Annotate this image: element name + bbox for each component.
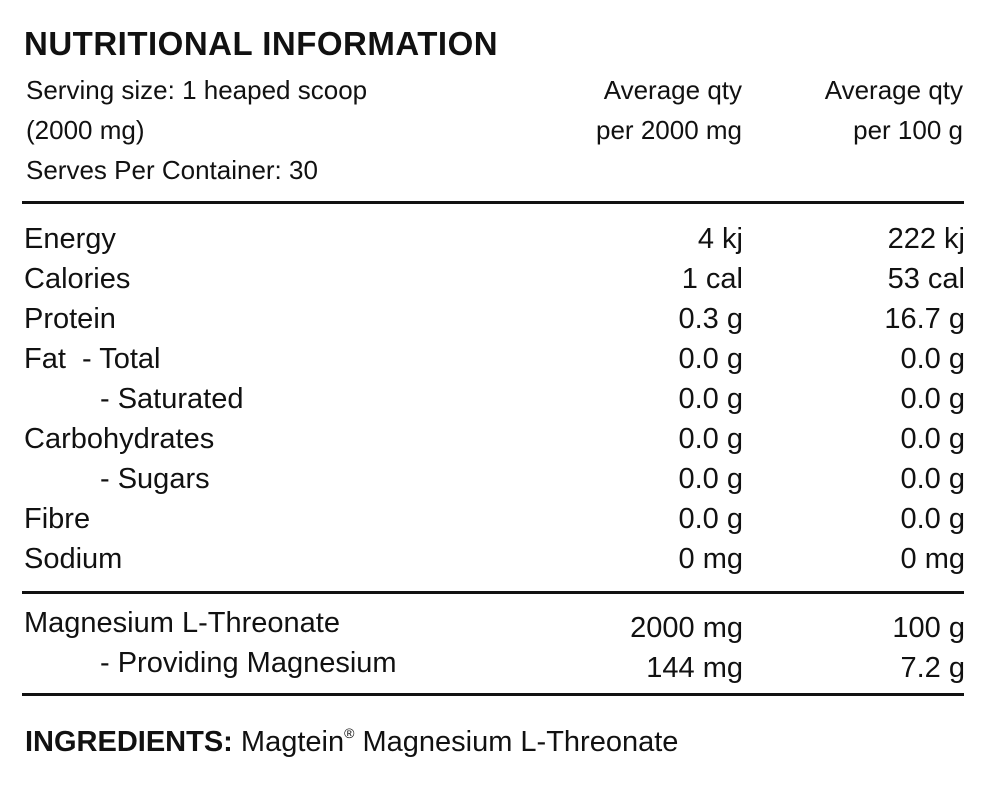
per-serving-value: 2000 mg [630,612,743,644]
table-row: - Sugars 0.0 g 0.0 g [24,459,965,499]
table-row: - Saturated 0.0 g 0.0 g [24,379,965,419]
nutrient-label: Protein [24,303,116,335]
per-100g-value: 0.0 g [900,383,966,415]
table-row: Magnesium L-Threonate 2000 mg 100 g [24,603,965,644]
active-sublabel: - Providing Magnesium [100,647,397,679]
column-header-line: Average qty [824,75,963,105]
divider [22,693,964,696]
column-header-line: per 2000 mg [596,115,742,145]
per-serving-value: 0.0 g [678,503,744,535]
table-row: Calories 1 cal 53 cal [24,259,965,299]
nutrient-label: Fat - Total [24,343,161,375]
nutrient-label: Fibre [24,503,91,535]
column-header-line: Average qty [603,75,742,105]
panel-title: NUTRITIONAL INFORMATION [24,25,499,62]
per-100g-value: 16.7 g [884,303,965,335]
nutrient-sublabel: - Sugars [100,463,210,495]
registered-trademark: ® [344,725,355,741]
per-100g-value: 0.0 g [900,423,966,455]
per-100g-value: 7.2 g [900,652,966,684]
column-header-per-100g: Average qty per 100 g [825,70,963,150]
per-serving-value: 0.0 g [678,343,744,375]
divider [22,201,964,204]
nutrient-sublabel: - Saturated [100,383,244,415]
per-serving-value: 0.3 g [678,303,744,335]
column-header-per-serving: Average qty per 2000 mg [596,70,742,150]
per-serving-value: 0.0 g [678,383,744,415]
per-serving-value: 1 cal [681,263,743,295]
nutrient-label: Energy [24,223,116,255]
per-100g-value: 0.0 g [900,343,966,375]
ingredients-line: INGREDIENTS: Magtein® Magnesium L-Threon… [25,713,678,762]
per-serving-value: 0.0 g [678,423,744,455]
table-row: - Providing Magnesium 144 mg 7.2 g [24,643,965,684]
table-row: Energy 4 kj 222 kj [24,219,965,259]
per-100g-value: 0.0 g [900,503,966,535]
per-serving-value: 4 kj [697,223,743,255]
actives-table: Magnesium L-Threonate 2000 mg 100 g - Pr… [24,603,965,684]
per-100g-value: 0.0 g [900,463,966,495]
table-row: Carbohydrates 0.0 g 0.0 g [24,419,965,459]
ingredient-brand: Magtein [240,726,345,758]
nutrient-table: Energy 4 kj 222 kj Calories 1 cal 53 cal… [24,219,965,579]
per-100g-value: 0 mg [900,543,965,575]
serving-size: Serving size: 1 heaped scoop [26,75,368,105]
ingredients-heading: INGREDIENTS: [25,726,233,758]
serves-per-container: Serves Per Container: 30 [26,155,318,185]
table-row: Fat - Total 0.0 g 0.0 g [24,339,965,379]
divider [22,591,964,594]
column-header-line: per 100 g [853,115,963,145]
per-100g-value: 222 kj [887,223,965,255]
active-label: Magnesium L-Threonate [24,607,340,639]
serving-info: Serving size: 1 heaped scoop (2000 mg) S… [26,70,367,190]
nutrient-label: Sodium [24,543,123,575]
ingredient-name: Magnesium L-Threonate [362,726,679,758]
table-row: Sodium 0 mg 0 mg [24,539,965,579]
nutrient-label: Carbohydrates [24,423,215,455]
table-row: Protein 0.3 g 16.7 g [24,299,965,339]
per-serving-value: 0 mg [678,543,743,575]
serving-weight: (2000 mg) [26,115,145,145]
nutrient-label: Calories [24,263,131,295]
per-serving-value: 0.0 g [678,463,744,495]
per-100g-value: 100 g [892,612,965,644]
per-100g-value: 53 cal [887,263,965,295]
table-row: Fibre 0.0 g 0.0 g [24,499,965,539]
per-serving-value: 144 mg [646,652,743,684]
